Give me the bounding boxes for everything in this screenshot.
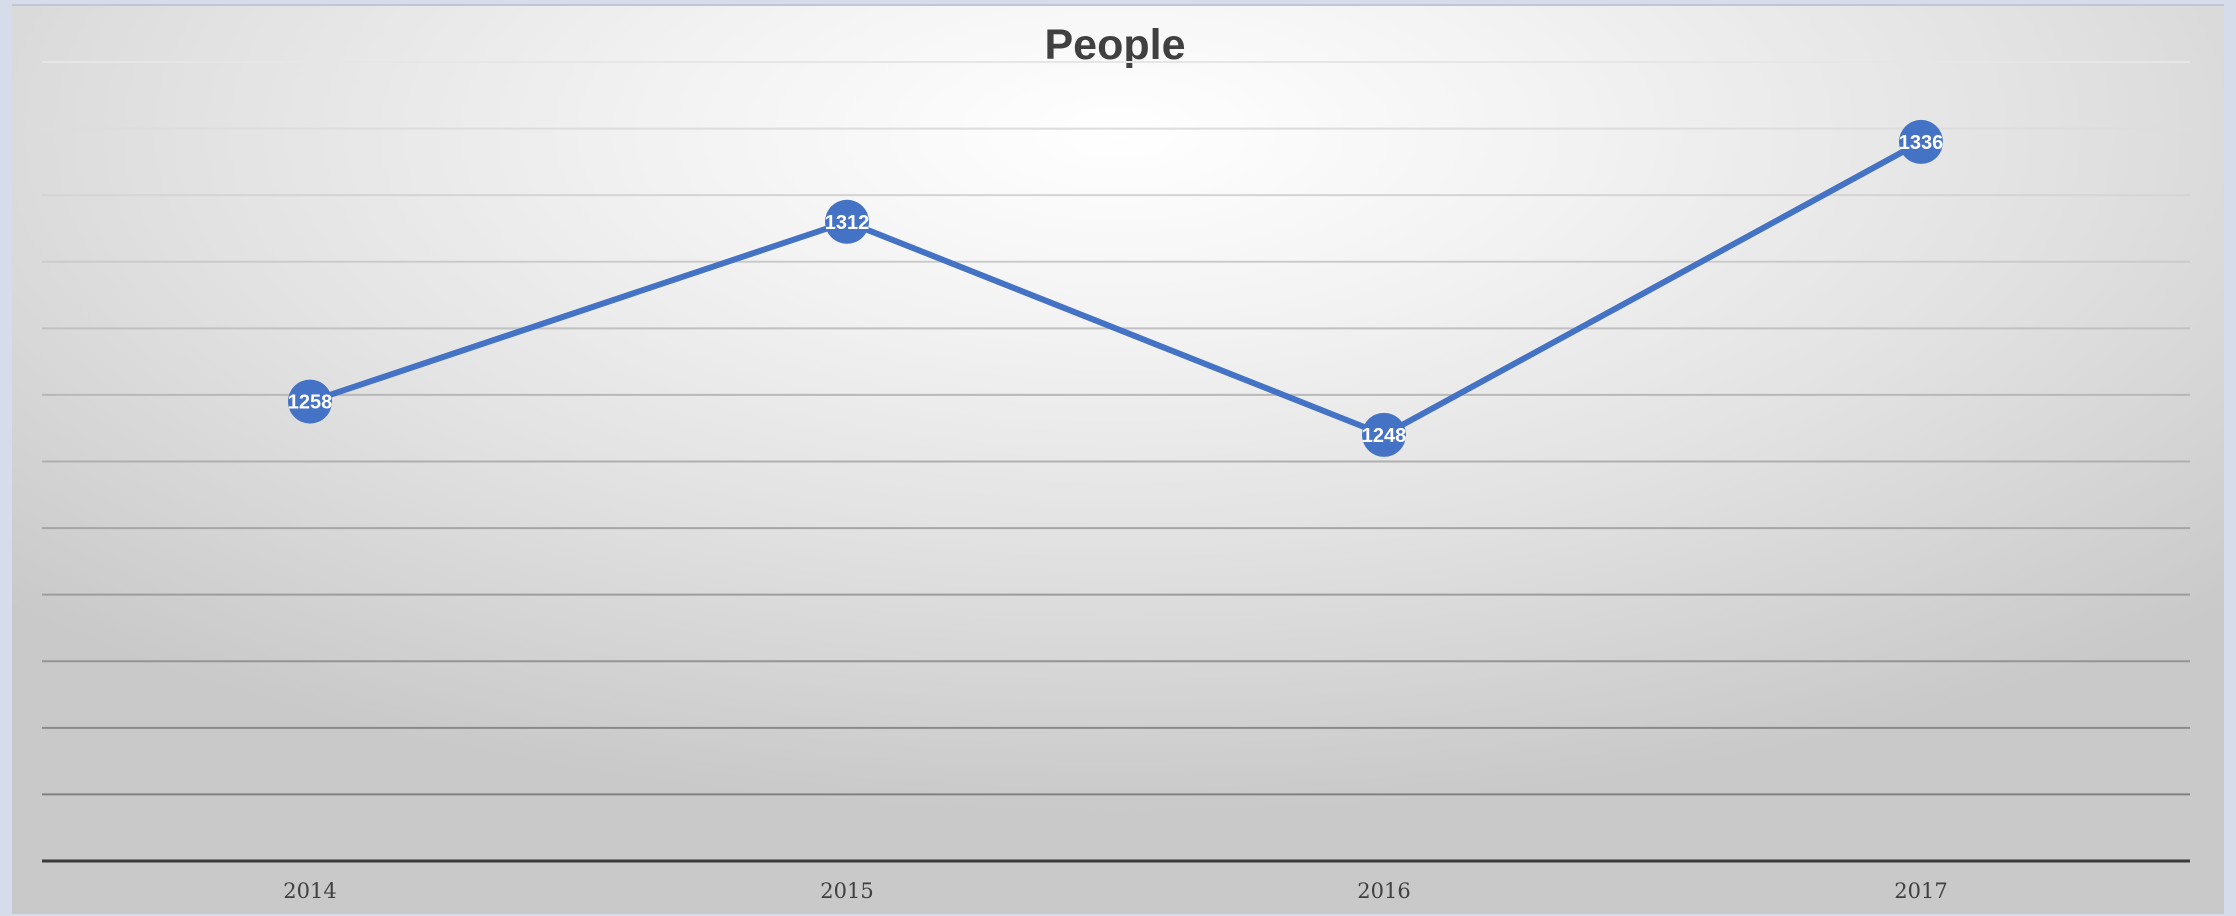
data-point-marker bbox=[288, 379, 332, 424]
data-label: 1336 bbox=[1899, 132, 1944, 154]
x-tick-label: 2014 bbox=[283, 879, 336, 903]
x-tick-label: 2017 bbox=[1894, 879, 1947, 903]
series-layer bbox=[288, 119, 1943, 457]
data-labels: 1258 1312 1248 1336 bbox=[288, 132, 1944, 447]
chart-frame: People 2014 2015 2016 2017 1258 1312 1248 1336 bbox=[12, 4, 2224, 914]
x-tick-label: 2016 bbox=[1357, 879, 1410, 903]
data-point-marker bbox=[1899, 119, 1943, 164]
gridlines bbox=[42, 61, 2190, 796]
data-label: 1258 bbox=[288, 392, 333, 414]
data-point-marker bbox=[825, 199, 869, 244]
x-tick-label: 2015 bbox=[820, 879, 873, 903]
data-label: 1312 bbox=[825, 212, 870, 234]
data-point-marker bbox=[1362, 412, 1406, 457]
x-axis: 2014 2015 2016 2017 bbox=[42, 859, 2190, 903]
series-line bbox=[307, 138, 1924, 438]
data-label: 1248 bbox=[1362, 425, 1407, 447]
